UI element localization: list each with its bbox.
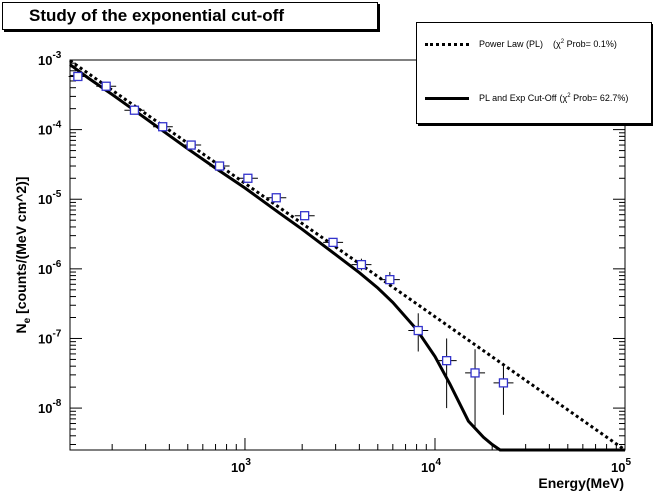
y-axis-title-sub: e	[22, 317, 33, 323]
data-point-marker	[243, 173, 253, 183]
data-point-marker	[299, 211, 310, 221]
chart-title-box: Study of the exponential cut-off	[2, 2, 378, 30]
data-point-marker	[328, 237, 338, 248]
data-point-marker	[129, 105, 140, 115]
exp-cutoff-curve	[69, 63, 625, 452]
y-tick-label-exp: -7	[52, 328, 61, 339]
y-axis-title-main: N	[13, 323, 29, 333]
y-tick-label: 10-6	[38, 259, 62, 277]
legend-stat-chi: χ	[556, 39, 561, 49]
y-tick-label-base: 10	[38, 53, 52, 68]
legend-stat: (χ2 Prob= 0.1%)	[553, 39, 617, 49]
y-tick-label-exp: -4	[52, 120, 61, 131]
data-point-marker	[214, 161, 225, 171]
legend: Power Law (PL) (χ2 Prob= 0.1%) PL and Ex…	[416, 22, 652, 124]
data-point-marker	[158, 122, 168, 132]
y-tick-label: 10-5	[38, 189, 62, 207]
legend-stat-value: Prob= 0.1%)	[564, 39, 617, 49]
legend-stat-open: (	[559, 93, 563, 103]
legend-entry-pl-exp-cutoff: PL and Exp Cut-Off (χ2 Prob= 62.7%)	[425, 93, 628, 103]
chart-title: Study of the exponential cut-off	[29, 6, 284, 25]
y-tick-label: 10-8	[38, 398, 62, 416]
y-tick-label-exp: -8	[52, 398, 61, 409]
legend-entry-power-law: Power Law (PL) (χ2 Prob= 0.1%)	[425, 39, 617, 49]
data-point-marker	[441, 356, 452, 366]
data-point-marker	[101, 81, 111, 91]
y-tick-label-base: 10	[38, 123, 52, 138]
x-tick-label-base: 10	[421, 460, 435, 475]
legend-label: Power Law (PL)	[479, 39, 544, 49]
x-tick-label-exp: 5	[625, 457, 631, 468]
x-tick-label: 105	[611, 457, 631, 475]
fit-curves	[69, 59, 626, 452]
y-tick-label-exp: -6	[52, 259, 61, 270]
legend-stat-sup: 2	[560, 39, 565, 45]
plot-frame	[69, 59, 626, 451]
x-tick-label-exp: 3	[245, 457, 251, 468]
y-axis-title-units: [counts/(MeV cm^2)]	[13, 177, 29, 318]
y-tick-label-base: 10	[38, 331, 52, 346]
y-tick-label-base: 10	[38, 262, 52, 277]
x-tick-label-base: 10	[231, 460, 245, 475]
data-point-marker	[385, 274, 395, 285]
data-point-marker	[356, 259, 367, 270]
legend-swatch-dotted	[425, 42, 469, 46]
x-tick-label-base: 10	[611, 460, 625, 475]
data-point-marker	[470, 368, 480, 378]
y-tick-label: 10-7	[38, 328, 62, 346]
legend-stat-value: Prob= 62.7%)	[570, 93, 629, 103]
y-tick-label-base: 10	[38, 401, 52, 416]
x-axis-title: Energy(MeV)	[538, 475, 624, 491]
y-axis-title: Ne [counts/(MeV cm^2)]	[13, 177, 33, 334]
data-point-marker	[186, 140, 196, 150]
x-tick-label: 104	[421, 457, 441, 475]
y-tick-label-exp: -3	[52, 50, 61, 61]
y-tick-label-exp: -5	[52, 189, 61, 200]
legend-stat-open: (	[553, 39, 557, 49]
x-tick-label-exp: 4	[435, 457, 441, 468]
legend-label: PL and Exp Cut-Off	[479, 93, 557, 103]
y-tick-label-base: 10	[38, 192, 52, 207]
power-law-curve	[69, 59, 626, 452]
data-point-marker	[73, 71, 83, 82]
legend-stat-sup: 2	[567, 93, 571, 99]
y-tick-label: 10-4	[38, 120, 62, 138]
data-point-marker	[271, 193, 281, 203]
data-point-marker	[413, 325, 423, 336]
legend-stat: (χ2 Prob= 62.7%)	[560, 93, 629, 103]
y-tick-label: 10-3	[38, 50, 62, 68]
legend-stat-chi: χ	[562, 93, 568, 103]
x-tick-label: 103	[231, 457, 251, 475]
data-point-marker	[498, 378, 509, 388]
data-points	[68, 71, 514, 430]
legend-swatch-solid	[425, 96, 469, 100]
